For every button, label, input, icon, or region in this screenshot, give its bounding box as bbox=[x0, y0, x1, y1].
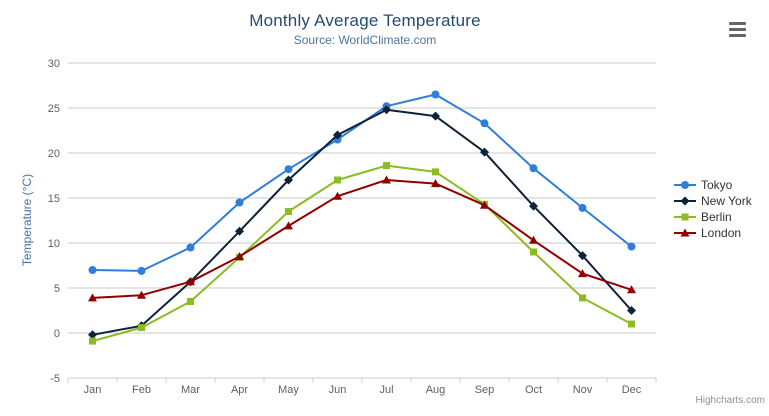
legend-marker-new-york bbox=[674, 196, 696, 206]
legend-marker-berlin bbox=[674, 213, 696, 221]
x-axis-label: Apr bbox=[231, 384, 248, 396]
series-marker-new-york[interactable] bbox=[382, 105, 391, 115]
series-london bbox=[88, 175, 636, 302]
legend-label: New York bbox=[701, 194, 752, 208]
series-marker-london[interactable] bbox=[578, 269, 587, 278]
series-marker-tokyo[interactable] bbox=[284, 165, 293, 174]
legend-marker-tokyo bbox=[674, 181, 696, 189]
series-marker-london[interactable] bbox=[235, 252, 244, 260]
x-axis-label: Mar bbox=[181, 384, 200, 396]
series-marker-new-york[interactable] bbox=[284, 175, 293, 185]
series-marker-london[interactable] bbox=[137, 290, 146, 299]
series-marker-tokyo[interactable] bbox=[431, 90, 440, 99]
series-marker-new-york[interactable] bbox=[627, 306, 636, 315]
legend-marker-london bbox=[674, 228, 696, 237]
legend-item-london[interactable]: London bbox=[674, 225, 752, 241]
series-line-london bbox=[91, 179, 633, 299]
legend-item-berlin[interactable]: Berlin bbox=[674, 209, 752, 225]
series-marker-new-york[interactable] bbox=[333, 130, 342, 140]
y-axis-label: 15 bbox=[48, 193, 60, 205]
x-axis-label: Nov bbox=[573, 384, 593, 396]
chart-subtitle: Source: WorldClimate.com bbox=[293, 33, 437, 47]
highcharts-credits[interactable]: Highcharts.com bbox=[695, 395, 765, 406]
x-axis-label: Sep bbox=[475, 384, 495, 396]
series-marker-tokyo[interactable] bbox=[235, 198, 244, 207]
y-axis-label: 5 bbox=[54, 283, 60, 295]
series-marker-berlin[interactable] bbox=[187, 298, 194, 305]
series-marker-berlin[interactable] bbox=[138, 324, 145, 332]
series-marker-new-york[interactable] bbox=[235, 226, 244, 236]
series-marker-london[interactable] bbox=[186, 277, 195, 286]
y-axis-label: -5 bbox=[50, 373, 60, 385]
y-axis-label: 20 bbox=[48, 148, 60, 160]
series-marker-new-york[interactable] bbox=[88, 330, 97, 340]
x-axis-label: Dec bbox=[622, 384, 642, 396]
series-marker-berlin[interactable] bbox=[285, 208, 292, 215]
legend-label: Tokyo bbox=[701, 178, 733, 192]
x-axis-label: Feb bbox=[132, 384, 151, 396]
series-marker-berlin[interactable] bbox=[334, 176, 341, 184]
x-axis-label: Jul bbox=[379, 384, 393, 396]
series-marker-tokyo[interactable] bbox=[578, 203, 587, 212]
series-marker-london[interactable] bbox=[284, 221, 293, 230]
series-marker-london[interactable] bbox=[480, 200, 489, 209]
series-marker-berlin[interactable] bbox=[628, 320, 635, 328]
series-marker-tokyo[interactable] bbox=[529, 164, 538, 173]
series-marker-london[interactable] bbox=[431, 179, 440, 188]
series-marker-tokyo[interactable] bbox=[186, 243, 195, 252]
series-marker-new-york[interactable] bbox=[431, 111, 440, 121]
chart-context-menu-button[interactable] bbox=[727, 20, 752, 45]
series-marker-berlin[interactable] bbox=[89, 337, 96, 345]
hamburger-icon bbox=[729, 22, 750, 37]
legend-label: London bbox=[701, 226, 742, 240]
y-axis-label: 30 bbox=[48, 58, 60, 70]
series-marker-london[interactable] bbox=[627, 285, 636, 294]
series-marker-berlin[interactable] bbox=[432, 168, 439, 176]
y-axis-label: 10 bbox=[48, 238, 60, 250]
series-marker-london[interactable] bbox=[333, 191, 342, 200]
series-marker-tokyo[interactable] bbox=[627, 242, 636, 251]
legend-label: Berlin bbox=[701, 210, 732, 224]
series-line-new-york bbox=[91, 108, 633, 336]
series-marker-tokyo[interactable] bbox=[88, 266, 97, 274]
y-axis-label: 25 bbox=[48, 103, 60, 115]
y-axis-label: 0 bbox=[54, 328, 60, 340]
legend: Tokyo New York Berlin London bbox=[674, 177, 752, 241]
series-marker-tokyo[interactable] bbox=[480, 119, 489, 128]
x-axis-label: Oct bbox=[525, 384, 542, 396]
series-marker-berlin[interactable] bbox=[383, 162, 390, 170]
series-tokyo bbox=[88, 90, 636, 275]
x-axis-label: Jan bbox=[84, 384, 102, 396]
y-axis-title: Temperature (°C) bbox=[20, 173, 34, 267]
chart-title: Monthly Average Temperature bbox=[249, 11, 481, 30]
series-line-berlin bbox=[91, 164, 633, 343]
series-marker-london[interactable] bbox=[529, 235, 538, 244]
series-line-tokyo bbox=[91, 93, 633, 272]
series-marker-new-york[interactable] bbox=[578, 251, 587, 261]
series-marker-berlin[interactable] bbox=[579, 294, 586, 302]
series-marker-tokyo[interactable] bbox=[137, 266, 146, 275]
x-axis-label: Jun bbox=[329, 384, 347, 396]
x-axis-label: Aug bbox=[426, 384, 446, 396]
legend-item-new-york[interactable]: New York bbox=[674, 193, 752, 209]
series-marker-london[interactable] bbox=[88, 293, 97, 302]
series-marker-new-york[interactable] bbox=[529, 201, 538, 211]
x-axis-label: May bbox=[278, 384, 299, 396]
series-marker-berlin[interactable] bbox=[530, 248, 537, 256]
series-marker-london[interactable] bbox=[382, 175, 391, 184]
series-marker-new-york[interactable] bbox=[480, 147, 489, 157]
series-new-york bbox=[88, 105, 636, 340]
legend-item-tokyo[interactable]: Tokyo bbox=[674, 177, 752, 193]
